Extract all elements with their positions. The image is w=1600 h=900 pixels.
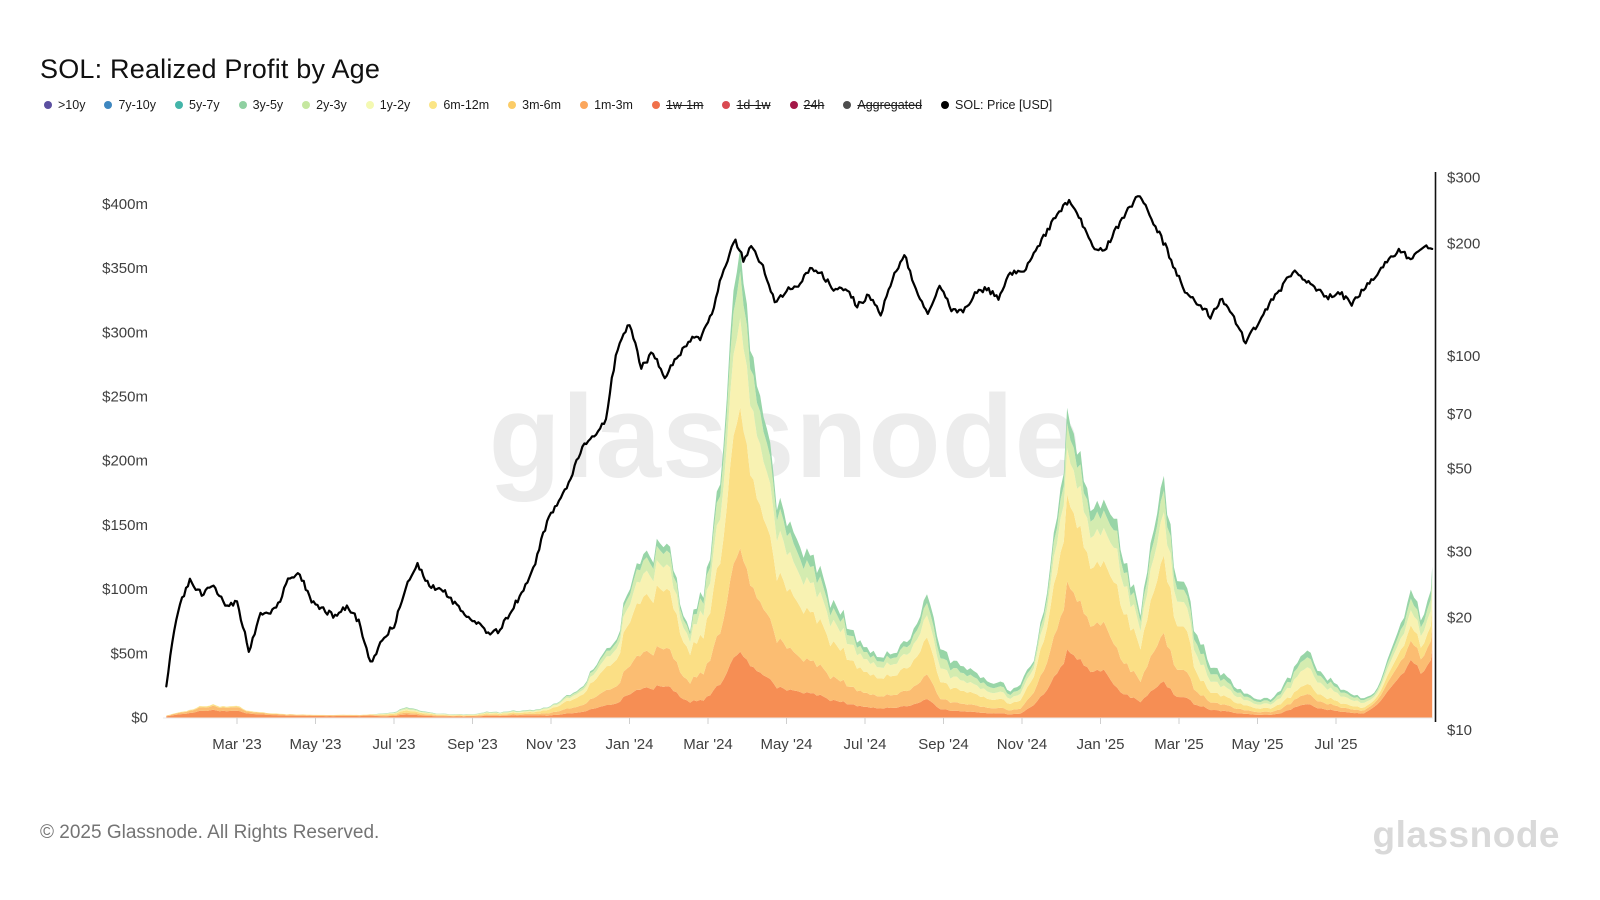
left-axis-tick-label: $0 [131,710,148,727]
area-band-1m-3m [166,649,1433,718]
legend-item-1d-1w[interactable]: 1d-1w [722,98,771,112]
x-axis-tick-label: Jan '24 [606,736,654,753]
left-axis-tick-label: $100m [102,581,148,598]
legend-item-6m-12m[interactable]: 6m-12m [429,98,489,112]
x-axis-tick-label: Sep '23 [447,736,497,753]
area-band-3m-6m [166,548,1433,717]
x-axis-tick-label: Sep '24 [918,736,968,753]
legend-dot [365,101,374,109]
x-axis-tick-label: Jan '25 [1077,736,1125,753]
page-title: SOL: Realized Profit by Age [40,54,381,85]
copyright-text: © 2025 Glassnode. All Rights Reserved. [40,822,380,843]
right-axis-tick-label: $300 [1447,170,1480,187]
legend-dot [580,101,589,109]
legend-dot [789,101,798,109]
legend-dot [175,101,183,109]
legend-label: 6m-12m [443,98,490,112]
legend-label: 7y-10y [118,98,156,112]
right-axis-tick-label: $10 [1447,722,1472,739]
legend-dot [508,101,517,109]
x-axis-tick-label: Jul '25 [1315,736,1358,753]
legend-dot [843,101,852,109]
right-axis-tick-label: $70 [1447,406,1472,423]
x-axis-tick-label: Mar '24 [683,736,733,753]
x-axis-tick-label: Nov '24 [997,736,1047,753]
right-axis-tick-label: $20 [1447,609,1472,626]
legend-label: >10y [58,98,86,112]
left-axis-tick-label: $250m [102,389,148,406]
legend-label: 5y-7y [189,98,220,112]
legend-label: 1d-1w [736,98,771,112]
x-axis-tick-label: May '23 [289,736,341,753]
x-axis-tick-label: Mar '25 [1154,736,1204,753]
legend-label: SOL: Price [USD] [955,98,1053,112]
legend-label: 3m-6m [522,98,562,112]
legend-item-3y-5y[interactable]: 3y-5y [238,98,284,112]
legend-item-1m-3m[interactable]: 1m-3m [580,98,633,112]
right-axis-tick-label: $200 [1447,235,1480,252]
x-axis-tick-label: Jul '23 [373,736,416,753]
legend-item-24h[interactable]: 24h [789,98,825,112]
glassnode-logo: glassnode [1372,814,1560,855]
legend: >10y 7y-10y 5y-7y 3y-5y 2y-3y 1y-2y 6m-12m 3m-6… [44,98,1052,112]
legend-item-1y-2y[interactable]: 1y-2y [365,98,411,112]
area-band-1y-2y [166,318,1433,716]
legend-item-aggregated[interactable]: Aggregated [843,98,922,112]
legend-item--10y[interactable]: >10y [44,98,85,112]
left-axis-tick-label: $200m [102,453,148,470]
stacked-areas[interactable] [166,247,1433,718]
legend-label: 3y-5y [252,98,284,112]
left-axis-tick-label: $150m [102,517,148,534]
x-axis-tick-label: May '25 [1231,736,1283,753]
right-axis-tick-label: $100 [1447,348,1480,365]
legend-dot [104,101,113,109]
x-axis-tick-label: Nov '23 [526,736,576,753]
right-axis-tick-label: $50 [1447,461,1472,478]
legend-dot [44,101,52,109]
legend-dot [651,101,660,109]
legend-dot [722,101,731,109]
x-axis-tick-label: May '24 [760,736,812,753]
legend-dot [238,101,247,109]
legend-item-1w-1m[interactable]: 1w-1m [651,98,704,112]
x-axis-tick-label: Jul '24 [844,736,887,753]
legend-label: 1w-1m [665,98,704,112]
legend-dot [941,101,950,109]
legend-label: 1y-2y [379,98,411,112]
legend-dot [302,101,311,109]
legend-dot [429,101,438,109]
legend-label: 2y-3y [316,98,347,112]
legend-item-7y-10y[interactable]: 7y-10y [104,98,156,112]
left-axis-tick-label: $300m [102,324,148,341]
legend-item-5y-7y[interactable]: 5y-7y [175,98,220,112]
right-axis-tick-label: $30 [1447,544,1472,561]
legend-item-3m-6m[interactable]: 3m-6m [508,98,561,112]
left-axis-tick-label: $50m [110,645,148,662]
glassnode-watermark: glassnode [488,371,1082,503]
legend-label: 24h [803,98,825,112]
area-band-6m-12m [166,407,1433,717]
left-axis-tick-label: $350m [102,260,148,277]
legend-item-sol-price-usd-[interactable]: SOL: Price [USD] [941,98,1052,112]
x-axis-tick-label: Mar '23 [212,736,262,753]
legend-label: Aggregated [857,98,923,112]
left-axis-tick-label: $400m [102,196,148,213]
legend-item-2y-3y[interactable]: 2y-3y [302,98,347,112]
legend-label: 1m-3m [594,98,633,112]
price-line [165,195,1434,688]
